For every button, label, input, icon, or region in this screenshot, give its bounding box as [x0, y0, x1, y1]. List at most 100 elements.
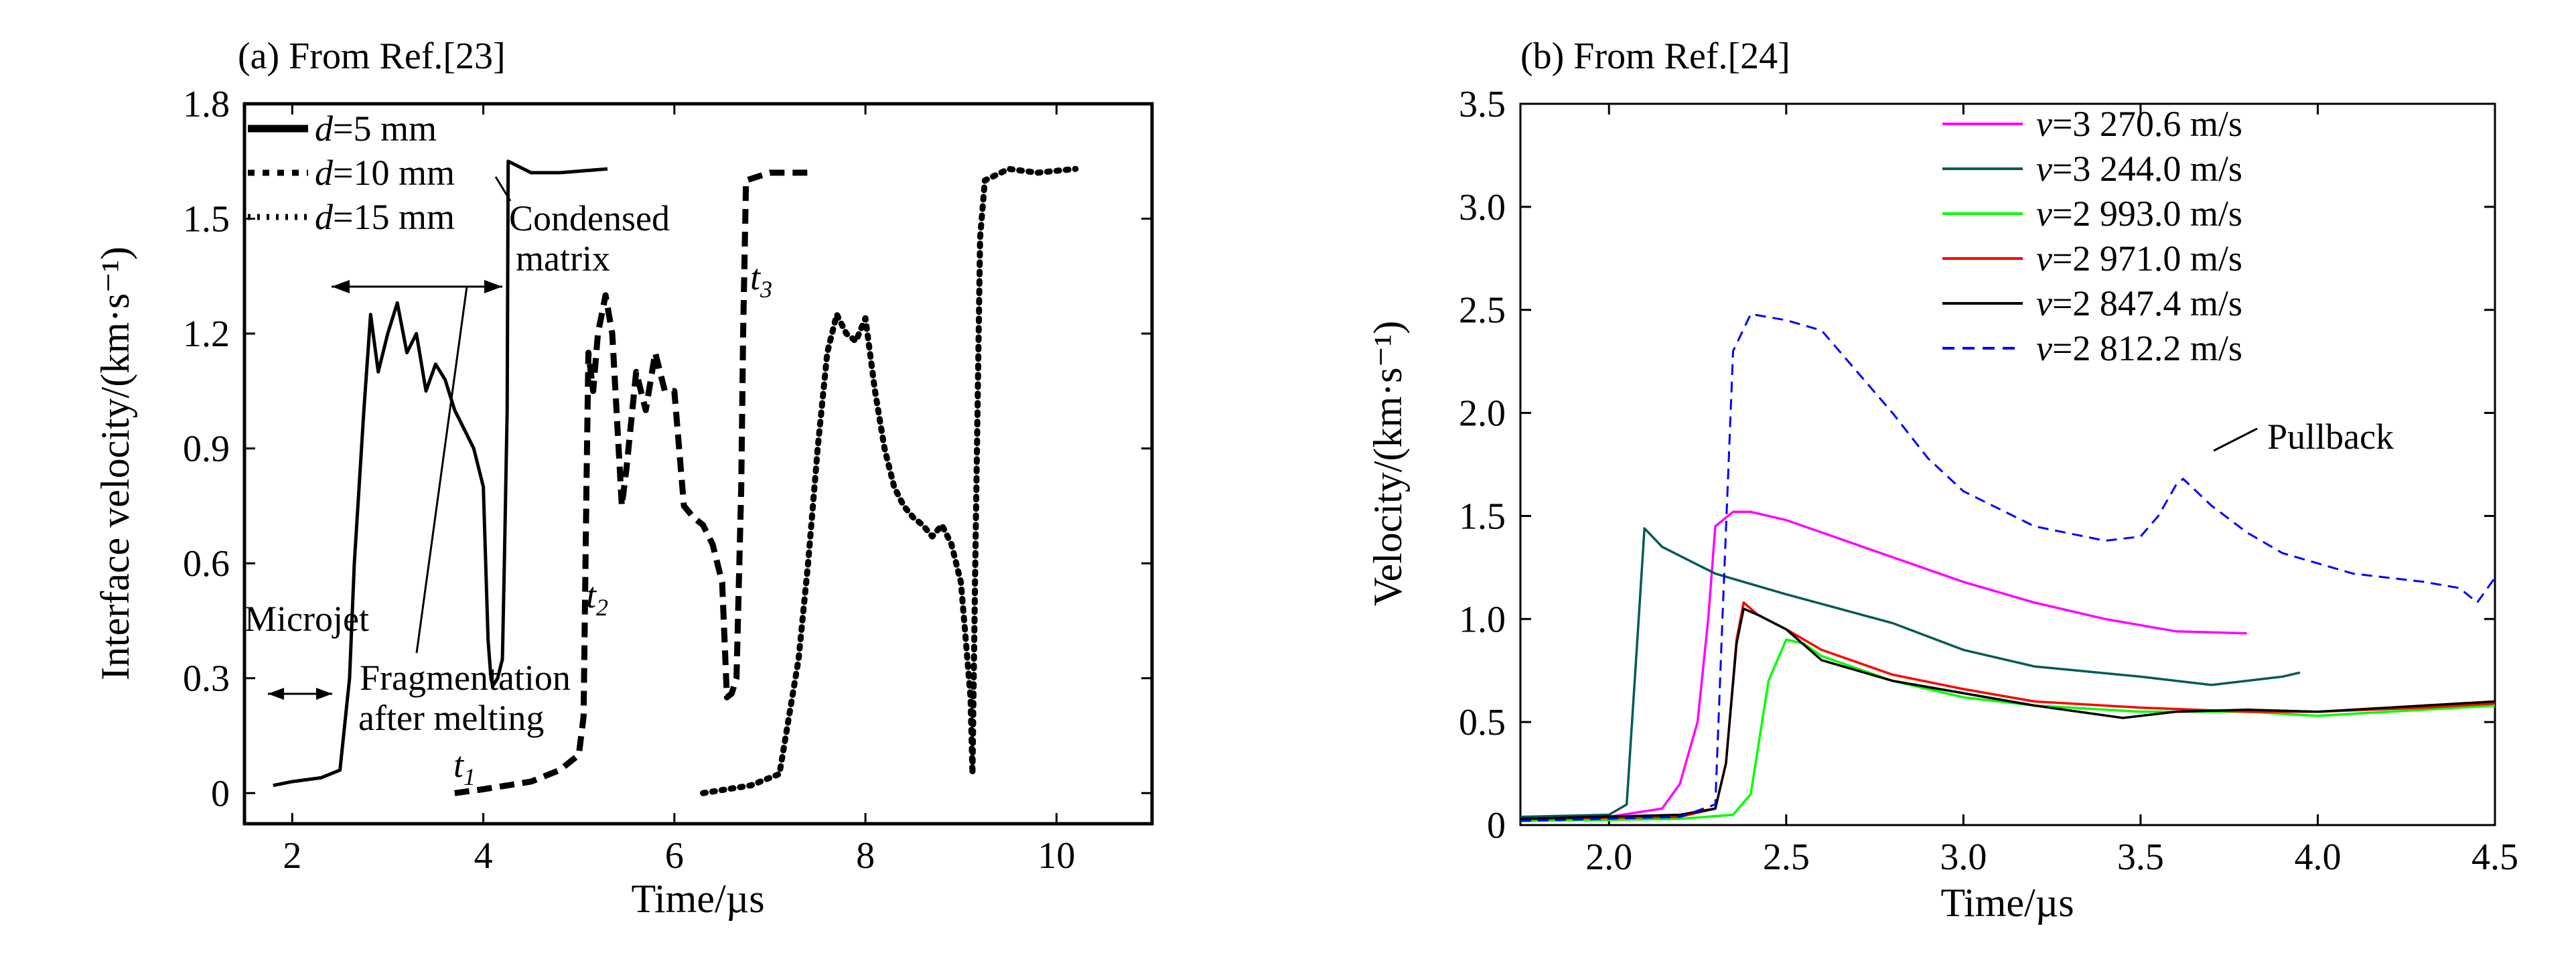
- panel-a-y-tick-label: 0.3: [183, 658, 230, 700]
- interval-arrow-head-left: [332, 280, 350, 293]
- legend-label-v3244: v=3 244.0 m/s: [2036, 149, 2242, 189]
- panel-b-x-tick-label: 4.0: [2294, 836, 2341, 878]
- legend-rest-v2812: =2 812.2 m/s: [2052, 328, 2242, 368]
- panel-a-y-tick-label: 0.9: [183, 429, 230, 470]
- panel-b-y-tick-label: 2.5: [1459, 290, 1506, 332]
- panel-a-y-tick-label: 1.5: [183, 199, 230, 240]
- legend-rest-v2971: =2 971.0 m/s: [2052, 238, 2242, 279]
- microjet-arrow-head-right: [316, 688, 332, 700]
- legend-var-v3270: v: [2036, 104, 2052, 144]
- pullback-pointer: [2213, 427, 2258, 452]
- legend-var-v2993: v: [2036, 194, 2052, 234]
- legend-var-v3244: v: [2036, 149, 2052, 189]
- annotation-t2-sub: 2: [596, 594, 608, 621]
- panel-a-y-tick-label: 1.8: [183, 84, 230, 125]
- legend-var-d15: d: [315, 197, 334, 237]
- panel-a-y-axis-label: Interface velocity/(km·s⁻¹): [93, 246, 137, 680]
- legend-label-d15: d=15 mm: [315, 197, 455, 237]
- panel-b-ticks: 2.0 2.5 3.0 3.5 4.0 4.5 0 0.5 1.0 1.5 2.0 2.5 3.0 3.5: [1459, 84, 2518, 878]
- panel-a-x-tick-label: 10: [1037, 835, 1075, 877]
- panel-a-frame: [242, 102, 1154, 826]
- panel-a-ticks: 2 4 6 8 10 0 0.3 0.6 0.9 1.2 1.5 1.8: [183, 84, 1152, 877]
- legend-rest-v2993: =2 993.0 m/s: [2052, 194, 2242, 234]
- panel-b-y-tick-label: 0.5: [1459, 702, 1506, 743]
- panel-a-x-tick-label: 8: [856, 835, 875, 877]
- panel-b-x-tick-label: 4.5: [2472, 836, 2518, 878]
- fragmentation-pointer: [415, 286, 468, 654]
- annotation-condensed-line1: Condensed: [509, 198, 670, 238]
- legend-rest-v3270: =3 270.6 m/s: [2052, 104, 2242, 144]
- legend-var-d5: d: [315, 108, 334, 149]
- annotation-t2: t2: [586, 575, 608, 621]
- legend-var-v2971: v: [2036, 238, 2052, 279]
- annotation-condensed-line2: matrix: [516, 238, 610, 279]
- legend-label-d10: d=10 mm: [315, 153, 455, 193]
- annotation-t3-letter: t: [750, 257, 762, 297]
- panel-a-chart: (a) From Ref.[23] 2 4 6 8 10 0 0.3 0.6 0.9 1.2 1.5…: [93, 35, 1154, 921]
- panel-b-y-axis-label: Velocity/(km·s⁻¹): [1366, 321, 1410, 606]
- annotation-t2-letter: t: [586, 575, 597, 615]
- legend-label-v2812: v=2 812.2 m/s: [2036, 328, 2242, 368]
- legend-rest-v2847: =2 847.4 m/s: [2052, 283, 2242, 323]
- panel-b-y-tick-label: 2.0: [1459, 393, 1506, 435]
- panel-b-y-tick-label: 1.5: [1459, 496, 1506, 537]
- legend-label-v2971: v=2 971.0 m/s: [2036, 238, 2242, 279]
- annotation-microjet: Microjet: [244, 599, 369, 639]
- panel-b-series-5-line: [1520, 313, 2496, 822]
- legend-var-v2812: v: [2036, 328, 2052, 368]
- annotation-t3: t3: [750, 257, 772, 303]
- panel-a-series-1-line: [454, 169, 808, 796]
- legend-rest-v3244: =3 244.0 m/s: [2052, 149, 2242, 189]
- annotation-t1-letter: t: [453, 745, 465, 785]
- annotation-fragmentation-line2: after melting: [358, 698, 544, 738]
- panel-b-frame: [1519, 102, 2496, 826]
- legend-label-v2993: v=2 993.0 m/s: [2036, 194, 2242, 234]
- legend-rest-d5: =5 mm: [333, 108, 437, 149]
- panel-b-series-0-line: [1520, 510, 2247, 820]
- panel-b-chart: (b) From Ref.[24] 2.0 2.5 3.0 3.5 4.0 4.5 0 0.5…: [1366, 35, 2518, 925]
- annotation-t1: t1: [453, 745, 476, 790]
- panel-b-x-tick-label: 3.0: [1940, 836, 1987, 878]
- panel-b-y-tick-label: 3.5: [1459, 84, 1506, 125]
- annotation-pullback: Pullback: [2267, 417, 2394, 457]
- panel-b-series-group: [1520, 313, 2496, 822]
- annotation-t3-sub: 3: [760, 276, 772, 303]
- panel-a-x-tick-label: 6: [665, 835, 684, 877]
- panel-b-y-tick-label: 0: [1487, 805, 1506, 846]
- condensed-pointer: [494, 176, 512, 202]
- panel-b-series-1-line: [1520, 527, 2301, 818]
- panel-b-series-4-line: [1520, 607, 2496, 820]
- panel-b-x-tick-label: 2.5: [1763, 836, 1810, 878]
- panel-a-x-tick-label: 4: [474, 835, 493, 877]
- annotation-fragmentation-line1: Fragmentation: [360, 658, 571, 698]
- legend-label-v3270: v=3 270.6 m/s: [2036, 104, 2242, 144]
- panel-b-y-tick-label: 1.0: [1459, 599, 1506, 640]
- panel-b-x-tick-label: 3.5: [2117, 836, 2164, 878]
- annotation-t1-sub: 1: [463, 763, 476, 790]
- interval-arrow-head-right: [484, 280, 502, 293]
- panel-b-annotations: Pullback: [2213, 417, 2394, 457]
- panel-a-x-axis-label: Time/µs: [631, 877, 764, 921]
- panel-a-title: (a) From Ref.[23]: [238, 35, 506, 77]
- panel-b-series-2-line: [1520, 638, 2496, 822]
- panel-b-title: (b) From Ref.[24]: [1520, 35, 1790, 77]
- legend-rest-d10: =10 mm: [333, 153, 455, 193]
- panel-a-series-2-line: [700, 165, 1079, 796]
- panel-b-x-axis-label: Time/µs: [1940, 881, 2074, 925]
- panel-b-y-tick-label: 3.0: [1459, 187, 1506, 228]
- panel-a-x-tick-label: 2: [283, 835, 301, 877]
- legend-label-v2847: v=2 847.4 m/s: [2036, 283, 2242, 323]
- panel-a-series-0-line: [273, 159, 608, 788]
- legend-rest-d15: =15 mm: [333, 197, 455, 237]
- panel-b-legend: v=3 270.6 m/s v=3 244.0 m/s v=2 993.0 m/…: [1942, 104, 2242, 368]
- panel-a-annotations: Microjet Condensed matrix Fragmentation …: [244, 176, 772, 790]
- panel-a-y-tick-label: 0.6: [183, 543, 230, 585]
- legend-label-d5: d=5 mm: [315, 108, 437, 149]
- microjet-arrow-head-left: [268, 688, 284, 700]
- legend-var-v2847: v: [2036, 283, 2052, 323]
- legend-var-d10: d: [315, 153, 334, 193]
- panel-b-x-tick-label: 2.0: [1585, 836, 1632, 878]
- panel-a-y-tick-label: 0: [211, 773, 230, 814]
- panel-a-legend: d=5 mm d=10 mm d=15 mm: [248, 108, 455, 237]
